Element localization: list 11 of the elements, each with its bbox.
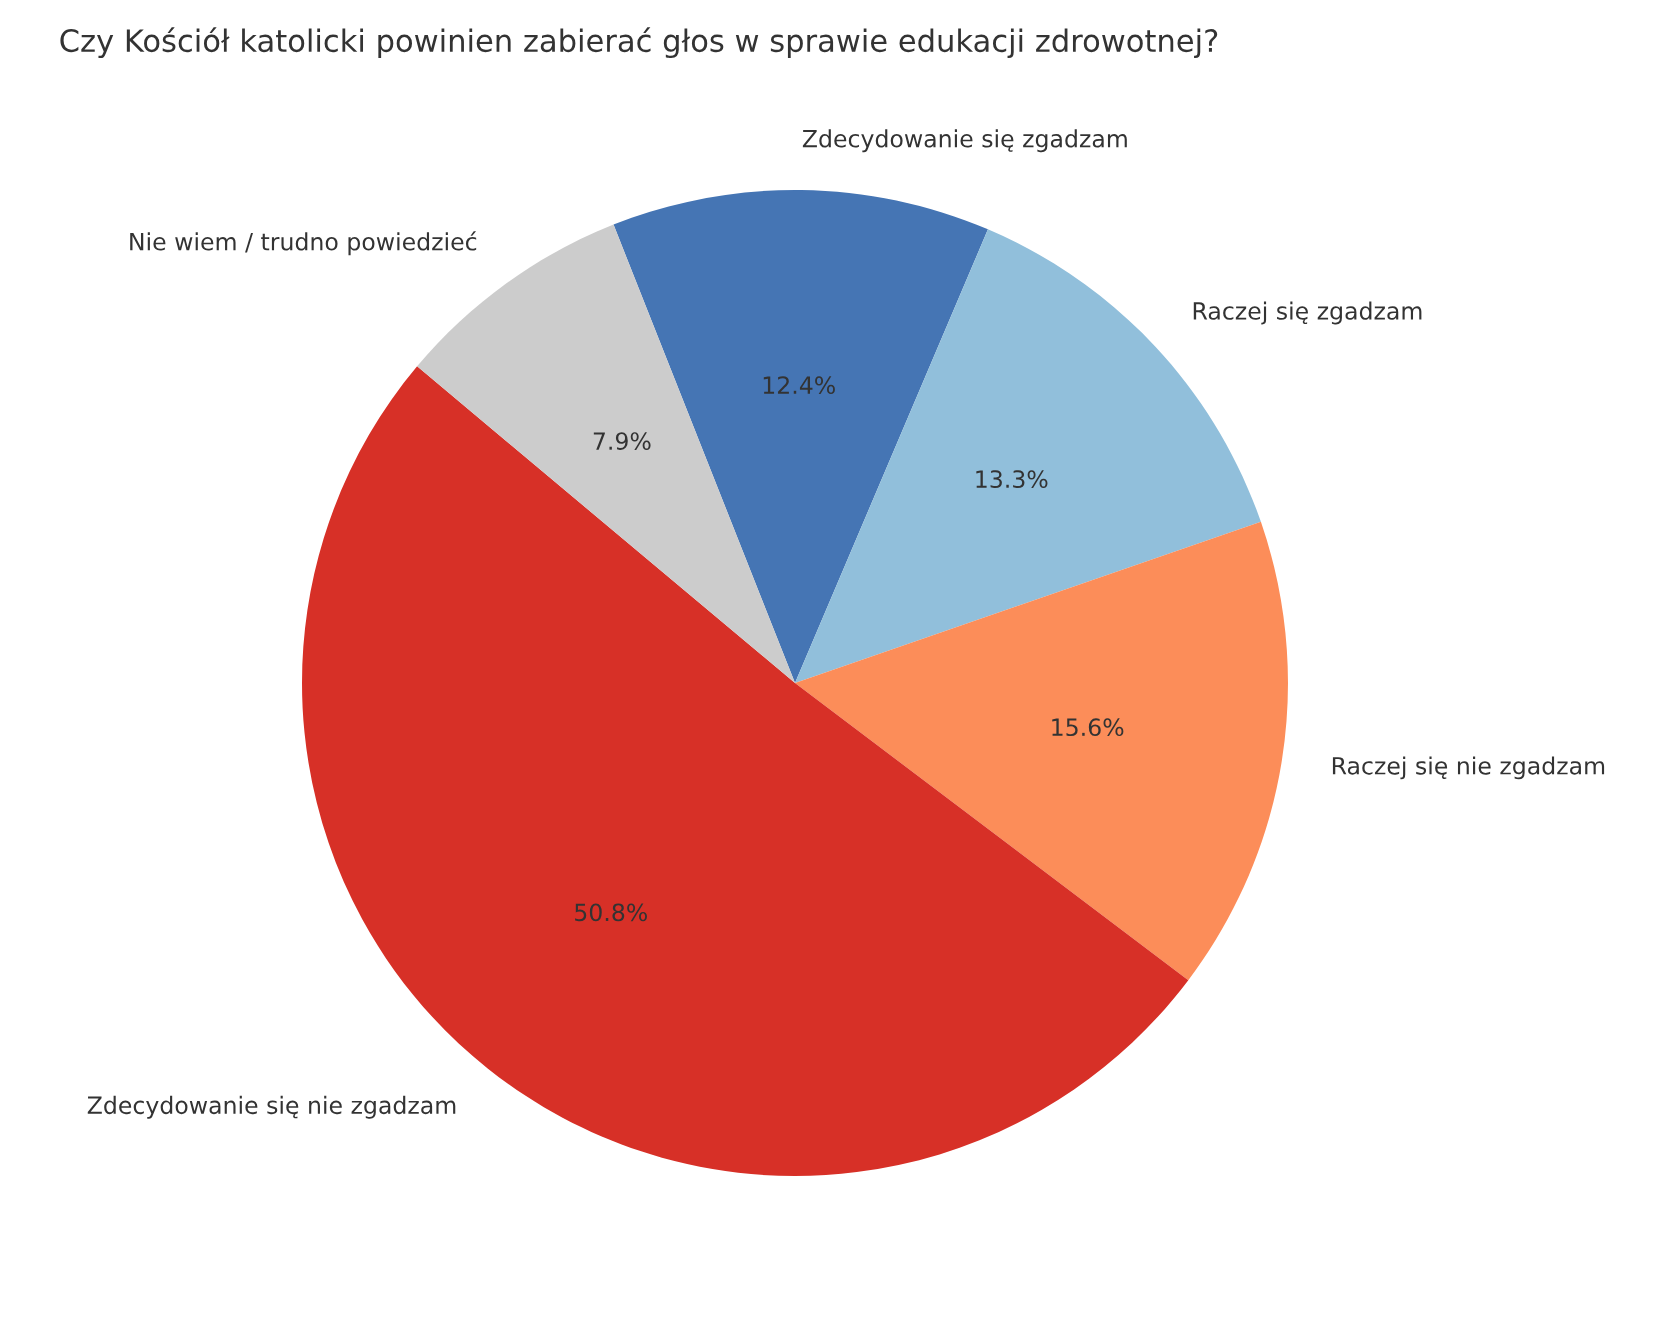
slice-label: Zdecydowanie się nie zgadzam	[87, 1095, 456, 1119]
slice-label: Raczej się nie zgadzam	[1332, 756, 1605, 780]
chart-title: Czy Kościół katolicki powinien zabierać głos w sprawie edukacji zdrowotnej?	[60, 27, 1218, 59]
slice-label: Zdecydowanie się zgadzam	[802, 129, 1127, 153]
slice-label: Raczej się zgadzam	[1193, 301, 1422, 325]
slice-label: Nie wiem / trudno powiedzieć	[130, 231, 477, 256]
data-label: 15.6%	[1052, 718, 1124, 737]
data-label: 7.9%	[593, 432, 651, 450]
data-label: 12.4%	[763, 376, 835, 395]
data-label: 13.3%	[976, 470, 1048, 489]
data-label: 50.8%	[575, 903, 647, 922]
